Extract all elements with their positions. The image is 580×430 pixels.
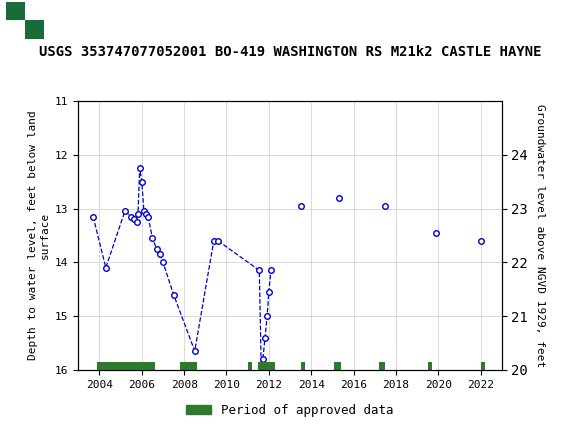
Bar [379,362,385,370]
FancyBboxPatch shape [6,3,58,37]
Bar [6,20,24,39]
Bar [300,362,305,370]
Bar [335,362,341,370]
Bar [481,362,485,370]
Text: USGS 353747077052001 BO-419 WASHINGTON RS M21k2 CASTLE HAYNE: USGS 353747077052001 BO-419 WASHINGTON R… [39,45,541,59]
Bar [24,20,44,39]
Bar [6,2,24,20]
Bar [258,362,275,370]
Y-axis label: Groundwater level above NGVD 1929, feet: Groundwater level above NGVD 1929, feet [535,104,545,367]
Bar [180,362,197,370]
Bar [97,362,154,370]
Bar [427,362,432,370]
Bar [248,362,252,370]
Text: USGS: USGS [75,12,130,29]
Y-axis label: Depth to water level, feet below land
surface: Depth to water level, feet below land su… [28,111,49,360]
Legend: Period of approved data: Period of approved data [181,399,399,421]
Bar [24,2,44,20]
